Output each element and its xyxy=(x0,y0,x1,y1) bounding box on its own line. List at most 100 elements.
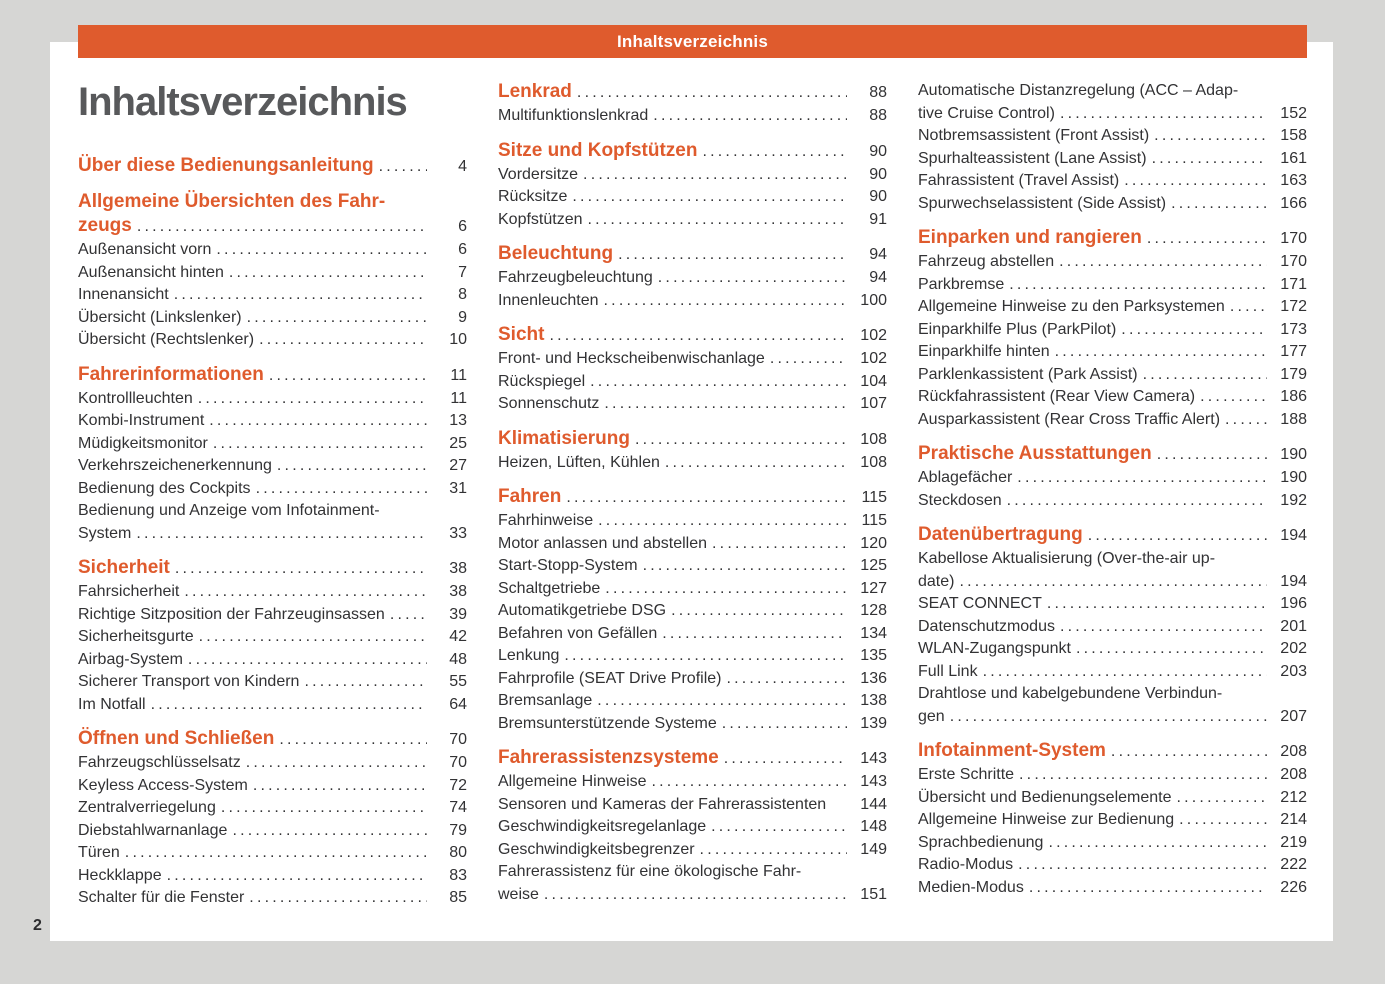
toc-section-heading[interactable]: Sicherheit 38 xyxy=(78,556,467,581)
toc-entry[interactable]: Müdigkeitsmonitor 25 xyxy=(78,433,467,456)
toc-entry[interactable]: Außenansicht vorn 6 xyxy=(78,239,467,262)
toc-page-ref: 143 xyxy=(860,773,887,790)
toc-entry[interactable]: Medien-Modus 226 xyxy=(918,877,1307,900)
dot-leader xyxy=(605,578,847,601)
toc-entry[interactable]: Allgemeine Hinweise zur Bedienung 214 xyxy=(918,809,1307,832)
toc-entry[interactable]: Automatische Distanzregelung (ACC – Adap… xyxy=(918,80,1307,103)
toc-entry[interactable]: Ablagefächer 190 xyxy=(918,467,1307,490)
toc-entry[interactable]: Ausparkassistent (Rear Cross Traffic Ale… xyxy=(918,409,1307,432)
toc-entry[interactable]: Bedienung und Anzeige vom Infotainment- xyxy=(78,500,467,523)
toc-section-heading[interactable]: Fahrerassistenzsysteme 143 xyxy=(498,746,887,771)
toc-entry[interactable]: Lenkung 135 xyxy=(498,645,887,668)
toc-entry[interactable]: Radio-Modus 222 xyxy=(918,854,1307,877)
toc-entry[interactable]: SEAT CONNECT 196 xyxy=(918,593,1307,616)
toc-entry[interactable]: Vordersitze 90 xyxy=(498,164,887,187)
toc-section-heading[interactable]: Beleuchtung 94 xyxy=(498,242,887,267)
toc-entry[interactable]: Diebstahlwarnanlage 79 xyxy=(78,820,467,843)
toc-entry[interactable]: Allgemeine Hinweise 143 xyxy=(498,771,887,794)
toc-entry[interactable]: Bedienung des Cockpits 31 xyxy=(78,478,467,501)
toc-entry[interactable]: Parklenkassistent (Park Assist) 179 xyxy=(918,364,1307,387)
toc-entry[interactable]: Schalter für die Fenster 85 xyxy=(78,887,467,910)
toc-section-heading[interactable]: Fahren 115 xyxy=(498,485,887,510)
toc-entry[interactable]: Bremsunterstützende Systeme 139 xyxy=(498,713,887,736)
toc-section-heading[interactable]: Klimatisierung 108 xyxy=(498,427,887,452)
toc-entry[interactable]: Befahren von Gefällen 134 xyxy=(498,623,887,646)
toc-entry[interactable]: System 33 xyxy=(78,523,467,546)
toc-entry[interactable]: Fahrassistent (Travel Assist) 163 xyxy=(918,170,1307,193)
toc-section-heading[interactable]: zeugs 6 xyxy=(78,214,467,239)
toc-entry[interactable]: Fahrzeug abstellen 170 xyxy=(918,251,1307,274)
toc-entry[interactable]: Geschwindigkeitsregelanlage 148 xyxy=(498,816,887,839)
toc-entry[interactable]: Bremsanlage 138 xyxy=(498,690,887,713)
toc-entry[interactable]: weise 151 xyxy=(498,884,887,907)
toc-section-heading[interactable]: Allgemeine Übersichten des Fahr- xyxy=(78,190,467,214)
toc-section-heading[interactable]: Sitze und Kopfstützen 90 xyxy=(498,139,887,164)
toc-entry[interactable]: Kopfstützen 91 xyxy=(498,209,887,232)
toc-section-heading[interactable]: Über diese Bedienungsanleitung 4 xyxy=(78,154,467,179)
toc-entry[interactable]: Multifunktionslenkrad 88 xyxy=(498,105,887,128)
toc-entry[interactable]: Einparkhilfe hinten 177 xyxy=(918,341,1307,364)
toc-entry[interactable]: Heckklappe 83 xyxy=(78,865,467,888)
toc-entry[interactable]: Rücksitze 90 xyxy=(498,186,887,209)
toc-section-heading[interactable]: Sicht 102 xyxy=(498,323,887,348)
toc-entry[interactable]: Fahrzeugschlüsselsatz 70 xyxy=(78,752,467,775)
toc-entry[interactable]: Start-Stopp-System 125 xyxy=(498,555,887,578)
toc-entry[interactable]: Automatikgetriebe DSG 128 xyxy=(498,600,887,623)
toc-entry[interactable]: Fahrhinweise 115 xyxy=(498,510,887,533)
toc-entry[interactable]: Zentralverriegelung 74 xyxy=(78,797,467,820)
toc-entry[interactable]: Keyless Access-System 72 xyxy=(78,775,467,798)
toc-entry[interactable]: Fahrerassistenz für eine ökologische Fah… xyxy=(498,861,887,884)
toc-entry[interactable]: Türen 80 xyxy=(78,842,467,865)
toc-entry[interactable]: Schaltgetriebe 127 xyxy=(498,578,887,601)
toc-entry[interactable]: Heizen, Lüften, Kühlen 108 xyxy=(498,452,887,475)
toc-section-heading[interactable]: Öffnen und Schließen 70 xyxy=(78,727,467,752)
toc-entry[interactable]: Übersicht und Bedienungselemente 212 xyxy=(918,787,1307,810)
toc-entry[interactable]: Spurwechselassistent (Side Assist) 166 xyxy=(918,193,1307,216)
toc-entry[interactable]: Kabellose Aktualisierung (Over-the-air u… xyxy=(918,548,1307,571)
toc-section-heading[interactable]: Infotainment-System 208 xyxy=(918,739,1307,764)
toc-entry[interactable]: Richtige Sitzposition der Fahrzeuginsass… xyxy=(78,604,467,627)
toc-entry[interactable]: Fahrsicherheit 38 xyxy=(78,581,467,604)
toc-entry[interactable]: Kombi-Instrument 13 xyxy=(78,410,467,433)
toc-entry[interactable]: WLAN-Zugangspunkt 202 xyxy=(918,638,1307,661)
toc-entry[interactable]: Datenschutzmodus 201 xyxy=(918,616,1307,639)
toc-entry[interactable]: Verkehrszeichenerkennung 27 xyxy=(78,455,467,478)
toc-entry[interactable]: Sprachbedienung 219 xyxy=(918,832,1307,855)
toc-entry[interactable]: Innenleuchten 100 xyxy=(498,290,887,313)
toc-section-heading[interactable]: Fahrerinformationen 11 xyxy=(78,363,467,388)
toc-entry[interactable]: Rückfahrassistent (Rear View Camera) 186 xyxy=(918,386,1307,409)
toc-entry[interactable]: Sicherheitsgurte 42 xyxy=(78,626,467,649)
toc-entry[interactable]: Sensoren und Kameras der Fahrerassistent… xyxy=(498,794,887,817)
toc-entry[interactable]: tive Cruise Control) 152 xyxy=(918,103,1307,126)
toc-entry[interactable]: Parkbremse 171 xyxy=(918,274,1307,297)
toc-entry[interactable]: Kontrollleuchten 11 xyxy=(78,388,467,411)
toc-section-heading[interactable]: Praktische Ausstattungen 190 xyxy=(918,442,1307,467)
toc-entry[interactable]: Einparkhilfe Plus (ParkPilot) 173 xyxy=(918,319,1307,342)
toc-entry[interactable]: Erste Schritte 208 xyxy=(918,764,1307,787)
toc-entry[interactable]: Airbag-System 48 xyxy=(78,649,467,672)
toc-section-heading[interactable]: Datenübertragung 194 xyxy=(918,523,1307,548)
toc-section-heading[interactable]: Einparken und rangieren 170 xyxy=(918,226,1307,251)
toc-entry[interactable]: Geschwindigkeitsbegrenzer 149 xyxy=(498,839,887,862)
toc-entry[interactable]: Drahtlose und kabelgebundene Verbindun- xyxy=(918,683,1307,706)
toc-entry[interactable]: Allgemeine Hinweise zu den Parksystemen 1… xyxy=(918,296,1307,319)
toc-entry[interactable]: Übersicht (Rechtslenker) 10 xyxy=(78,329,467,352)
toc-entry[interactable]: Sicherer Transport von Kindern 55 xyxy=(78,671,467,694)
toc-entry[interactable]: Steckdosen 192 xyxy=(918,490,1307,513)
toc-entry[interactable]: Front- und Heckscheibenwischanlage 102 xyxy=(498,348,887,371)
toc-entry[interactable]: Im Notfall 64 xyxy=(78,694,467,717)
toc-entry[interactable]: date) 194 xyxy=(918,571,1307,594)
toc-section-heading[interactable]: Lenkrad 88 xyxy=(498,80,887,105)
toc-entry[interactable]: Innenansicht 8 xyxy=(78,284,467,307)
toc-entry[interactable]: Spurhalteassistent (Lane Assist) 161 xyxy=(918,148,1307,171)
toc-entry[interactable]: gen 207 xyxy=(918,706,1307,729)
toc-entry[interactable]: Notbremsassistent (Front Assist) 158 xyxy=(918,125,1307,148)
toc-entry[interactable]: Außenansicht hinten 7 xyxy=(78,262,467,285)
toc-entry[interactable]: Rückspiegel 104 xyxy=(498,371,887,394)
toc-entry[interactable]: Fahrzeugbeleuchtung 94 xyxy=(498,267,887,290)
toc-entry[interactable]: Sonnenschutz 107 xyxy=(498,393,887,416)
toc-entry[interactable]: Übersicht (Linkslenker) 9 xyxy=(78,307,467,330)
toc-entry[interactable]: Motor anlassen und abstellen 120 xyxy=(498,533,887,556)
toc-entry[interactable]: Full Link 203 xyxy=(918,661,1307,684)
toc-entry[interactable]: Fahrprofile (SEAT Drive Profile) 136 xyxy=(498,668,887,691)
